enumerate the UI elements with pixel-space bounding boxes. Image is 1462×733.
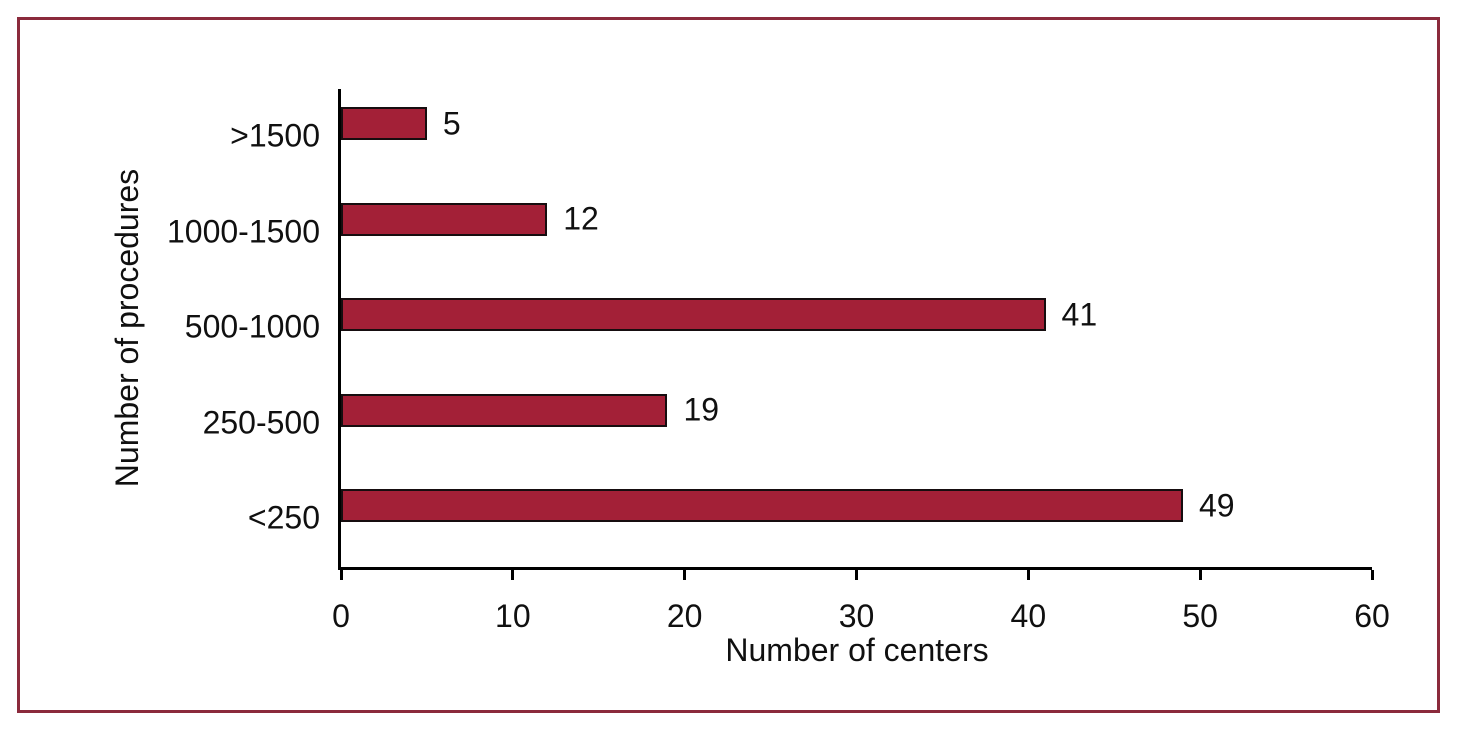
- x-axis-tick-label: 50: [1182, 598, 1218, 634]
- bar: [341, 107, 427, 140]
- bar-value-label: 12: [563, 200, 599, 237]
- x-axis-tick: [1198, 570, 1202, 580]
- x-axis-tick-label: 30: [838, 598, 875, 634]
- x-axis-tick: [1370, 570, 1374, 580]
- bar-value-label: 5: [442, 104, 461, 141]
- bar-row: <250 49: [248, 471, 1372, 567]
- category-label: >1500: [230, 117, 320, 154]
- x-axis-tick-label: 0: [332, 598, 350, 634]
- plot-area: >1500 5 1000-1500 12 500-1000 41 250-500 19 <250…: [167, 89, 1390, 632]
- x-axis-tick-label: 40: [1010, 598, 1047, 634]
- x-axis-tick: [511, 570, 515, 580]
- x-axis-tick: [1026, 570, 1030, 580]
- bar: [341, 489, 1183, 523]
- figure-frame: Number of procedures >1500 5 1000-1500 12 50…: [17, 17, 1440, 713]
- x-axis-tick: [683, 570, 687, 580]
- y-axis-title: Number of procedures: [109, 168, 145, 488]
- x-axis-tick-label: 60: [1354, 598, 1390, 634]
- bar-row: 250-500 19: [203, 376, 1372, 472]
- category-label: <250: [247, 499, 320, 536]
- x-axis-tick: [339, 570, 343, 580]
- bar: [341, 298, 1046, 332]
- x-axis-tick-label: 20: [666, 598, 703, 634]
- bar: [341, 393, 668, 427]
- bar-value-label: 19: [683, 391, 720, 428]
- bar-row: >1500 5: [230, 89, 1372, 185]
- bar: [341, 202, 548, 236]
- bar-value-label: 41: [1061, 296, 1098, 333]
- x-axis-tick: [855, 570, 858, 580]
- bar-row: 1000-1500 12: [167, 185, 1372, 281]
- bar-value-label: 49: [1198, 487, 1235, 524]
- category-label: 1000-1500: [166, 212, 320, 249]
- category-label: 500-1000: [184, 308, 320, 345]
- x-axis-title: Number of centers: [725, 632, 989, 668]
- bar-row: 500-1000 41: [185, 280, 1372, 376]
- category-label: 250-500: [202, 404, 320, 441]
- x-axis-tick-label: 10: [495, 598, 531, 634]
